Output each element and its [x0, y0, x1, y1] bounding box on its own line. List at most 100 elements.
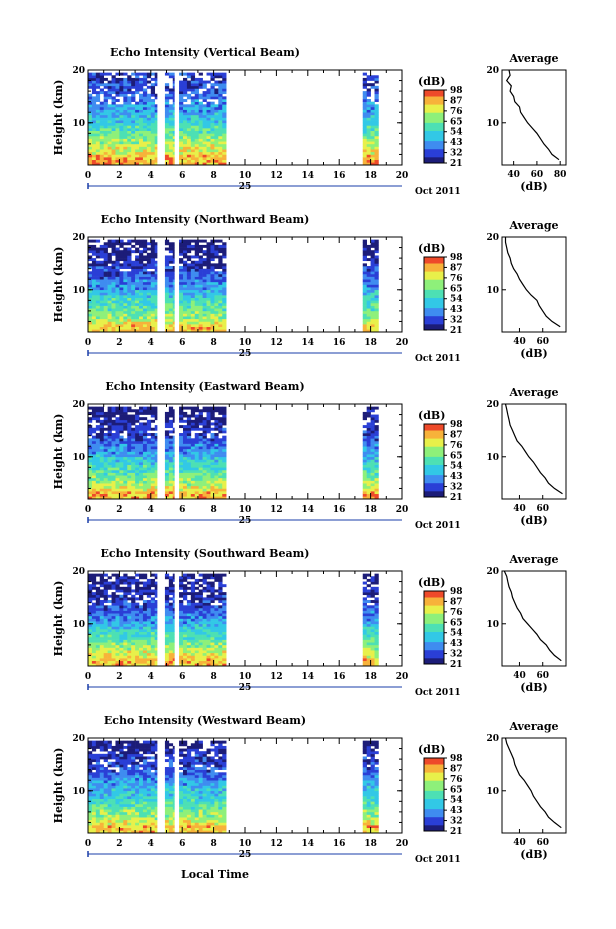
- colorbar-label: 32: [450, 316, 463, 326]
- heatmap-cell: [91, 650, 97, 654]
- heatmap-cell: [154, 464, 158, 468]
- heatmap-cell: [172, 435, 175, 439]
- heatmap-cell: [218, 310, 223, 314]
- heatmap-cell: [131, 273, 136, 277]
- heatmap-cell: [88, 287, 93, 291]
- heatmap-cell: [179, 493, 184, 497]
- heatmap-cell: [88, 480, 93, 484]
- heatmap-cell: [186, 623, 192, 627]
- heatmap-cell: [123, 300, 128, 304]
- heatmap-cell: [210, 409, 215, 413]
- heatmap-cell: [366, 91, 371, 95]
- heatmap-cell: [222, 120, 227, 124]
- colorbar-segment: [424, 468, 444, 472]
- heatmap-cell: [168, 297, 174, 301]
- heatmap-cell: [190, 128, 196, 131]
- heatmap-cell: [115, 488, 120, 492]
- heatmap-cell: [154, 268, 158, 272]
- heatmap-cell: [107, 321, 112, 325]
- heatmap-cell: [107, 308, 112, 312]
- heatmap-cell: [210, 281, 215, 285]
- colorbar-segment: [424, 432, 444, 435]
- heatmap-cell: [115, 597, 120, 601]
- heatmap-cell: [119, 660, 124, 664]
- heatmap-cell: [91, 281, 97, 285]
- heatmap-cell: [115, 660, 120, 664]
- heatmap-cell: [172, 149, 175, 153]
- heatmap-cell: [119, 435, 124, 439]
- heatmap-cell: [164, 271, 170, 275]
- heatmap-cell: [95, 72, 101, 76]
- heatmap-cell: [123, 658, 128, 662]
- heatmap-cell: [91, 117, 97, 121]
- heatmap-cell: [218, 459, 223, 463]
- heatmap-cell: [214, 109, 219, 113]
- heatmap-cell: [186, 464, 192, 468]
- heatmap-cell: [135, 91, 140, 95]
- heatmap-cell: [95, 636, 101, 640]
- heatmap-cell: [154, 329, 158, 333]
- heatmap-cell: [198, 607, 203, 611]
- heatmap-cell: [182, 271, 188, 275]
- heatmap-cell: [123, 151, 128, 155]
- heatmap-cell: [374, 244, 379, 248]
- heatmap-cell: [198, 623, 203, 627]
- heatmap-cell: [194, 271, 199, 275]
- heatmap-cell: [142, 636, 148, 640]
- heatmap-cell: [186, 621, 192, 625]
- heatmap-cell: [131, 133, 136, 137]
- heatmap-cell: [95, 75, 101, 79]
- heatmap-cell: [99, 647, 104, 651]
- heatmap-cell: [127, 618, 132, 622]
- heatmap-cell: [139, 462, 144, 465]
- heatmap-cell: [103, 279, 108, 283]
- heatmap-cell: [222, 313, 227, 317]
- heatmap-cell: [172, 326, 175, 330]
- heatmap-cell: [127, 258, 132, 262]
- heatmap-cell: [131, 467, 136, 471]
- heatmap-cell: [142, 422, 148, 426]
- heatmap-cell: [194, 480, 199, 484]
- heatmap-cell: [99, 122, 104, 126]
- heatmap-cell: [111, 151, 116, 155]
- heatmap-cell: [179, 284, 184, 288]
- heatmap-cell: [115, 326, 120, 330]
- heatmap-cell: [218, 101, 223, 105]
- heatmap-cell: [206, 117, 211, 121]
- heatmap-cell: [214, 75, 219, 79]
- heatmap-cell: [142, 600, 148, 603]
- heatmap-cell: [179, 629, 184, 632]
- heatmap-cell: [146, 266, 152, 269]
- heatmap-cell: [194, 85, 199, 89]
- heatmap-cell: [374, 472, 379, 476]
- heatmap-cell: [374, 459, 379, 463]
- heatmap-cell: [99, 287, 104, 291]
- heatmap-cell: [123, 652, 128, 656]
- heatmap-cell: [107, 644, 112, 648]
- heatmap-cell: [95, 446, 101, 450]
- heatmap-cell: [154, 469, 158, 473]
- heatmap-cell: [179, 125, 184, 129]
- heatmap-cell: [154, 639, 158, 643]
- heatmap-cell: [374, 321, 379, 325]
- heatmap-cell: [168, 308, 174, 312]
- heatmap-cell: [222, 88, 227, 92]
- heatmap-cell: [202, 268, 207, 272]
- colorbar-segment: [424, 476, 444, 480]
- heatmap-cell: [115, 475, 120, 479]
- heatmap-cell: [164, 613, 170, 617]
- heatmap-cell: [366, 456, 371, 460]
- heatmap-cell: [194, 464, 199, 468]
- heatmap-cell: [150, 438, 156, 442]
- heatmap-cell: [179, 663, 184, 667]
- heatmap-cell: [362, 483, 367, 487]
- heatmap-cell: [202, 477, 207, 481]
- heatmap-cell: [139, 443, 144, 447]
- heatmap-cell: [210, 242, 215, 246]
- heatmap-cell: [88, 244, 93, 248]
- heatmap-cell: [218, 143, 223, 147]
- heatmap-cell: [222, 284, 227, 288]
- heatmap-cell: [111, 584, 116, 588]
- heatmap-cell: [362, 117, 367, 121]
- heatmap-cell: [210, 411, 215, 415]
